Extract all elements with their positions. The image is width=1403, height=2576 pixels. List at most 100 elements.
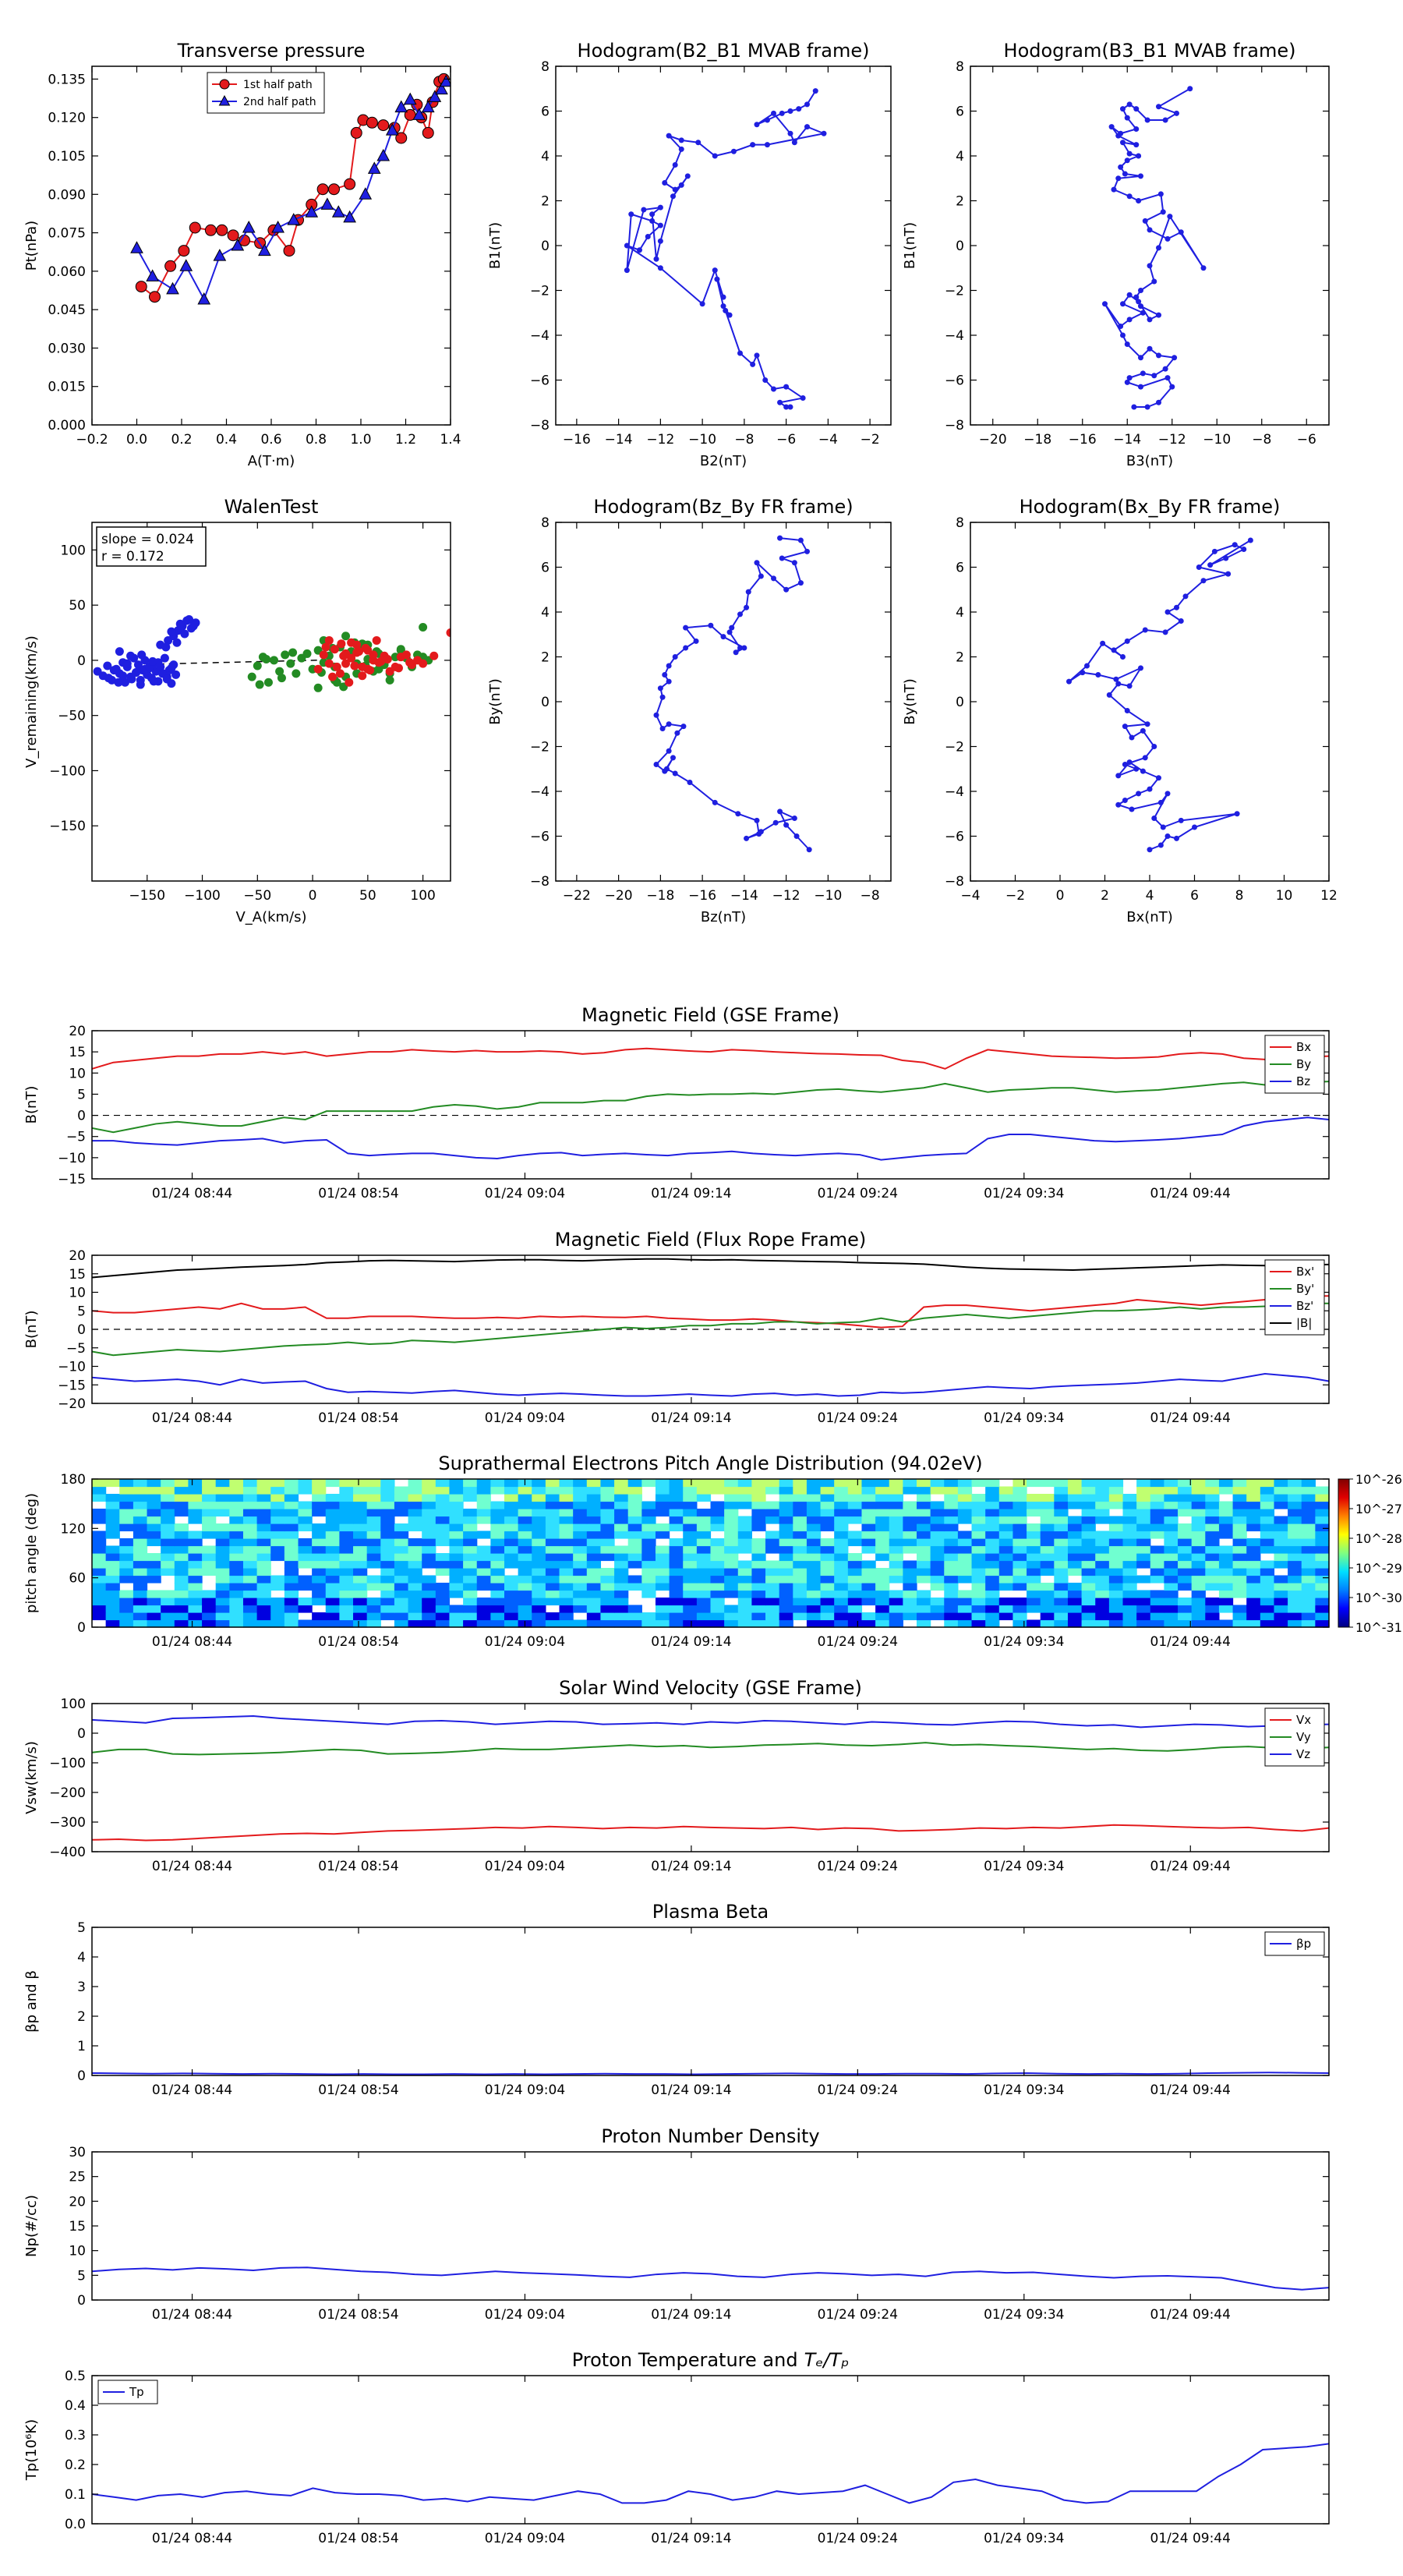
heatmap-cell	[820, 1538, 835, 1547]
heatmap-cell	[1095, 1538, 1110, 1547]
scatter-point-green	[270, 656, 279, 665]
heatmap-cell	[1288, 1538, 1302, 1547]
heatmap-cell	[806, 1509, 822, 1517]
heatmap-cell	[312, 1494, 327, 1502]
point-marker	[385, 123, 399, 136]
heatmap-cell	[861, 1619, 876, 1628]
scatter-point-red	[319, 650, 328, 660]
x-tick-label: 1.2	[395, 432, 416, 448]
heatmap-cell	[1246, 1523, 1261, 1532]
point-marker	[146, 269, 159, 281]
heatmap-cell	[737, 1479, 752, 1488]
heatmap-cell	[380, 1560, 395, 1569]
heatmap-cell	[366, 1545, 381, 1554]
heatmap-cell	[353, 1590, 368, 1598]
heatmap-cell	[779, 1545, 793, 1554]
panel-pt: Transverse pressurePt(nPa)A(T·m)0.0000.0…	[23, 40, 461, 469]
heatmap-cell	[1315, 1590, 1330, 1598]
heatmap-cell	[133, 1553, 148, 1562]
heatmap-cell	[215, 1598, 230, 1606]
heatmap-cell	[1191, 1568, 1206, 1576]
scatter-point-green	[419, 622, 428, 632]
heatmap-cell	[875, 1612, 890, 1621]
heatmap-cell	[408, 1612, 422, 1621]
scatter-point-blue	[167, 663, 176, 673]
heatmap-cell	[449, 1501, 464, 1509]
heatmap-cell	[573, 1523, 588, 1532]
point-marker	[779, 110, 785, 116]
point-marker	[1157, 191, 1164, 197]
point-marker	[1126, 150, 1133, 157]
heatmap-cell	[903, 1509, 917, 1517]
heatmap-cell	[834, 1479, 849, 1488]
scatter-point-red	[330, 645, 339, 654]
heatmap-cell	[944, 1605, 959, 1613]
heatmap-cell	[1205, 1583, 1220, 1591]
panel-mag_gse: Magnetic Field (GSE Frame)B(nT)−15−10−50…	[23, 1004, 1330, 1201]
heatmap-cell	[92, 1575, 107, 1583]
y-tick-label: 0	[541, 695, 550, 710]
heatmap-cell	[806, 1486, 822, 1495]
point-marker	[320, 197, 334, 210]
heatmap-cell	[655, 1583, 670, 1591]
heatmap-cell	[875, 1538, 890, 1547]
heatmap-cell	[985, 1545, 1000, 1554]
heatmap-cell	[930, 1598, 945, 1606]
x-tick-label: 1.0	[350, 432, 371, 448]
y-tick-label: −4	[530, 784, 550, 800]
y-tick-label: 0	[77, 1726, 86, 1742]
heatmap-cell	[724, 1590, 739, 1598]
heatmap-cell	[889, 1612, 903, 1621]
heatmap-cell	[957, 1530, 973, 1539]
heatmap-cell	[1164, 1598, 1179, 1606]
heatmap-cell	[724, 1612, 739, 1621]
heatmap-cell	[1191, 1523, 1206, 1532]
heatmap-cell	[394, 1598, 409, 1606]
heatmap-cell	[669, 1575, 684, 1583]
y-tick-label: −5	[66, 1130, 86, 1145]
heatmap-cell	[504, 1545, 519, 1554]
heatmap-cell	[696, 1598, 712, 1606]
heatmap-cell	[174, 1545, 189, 1554]
heatmap-cell	[1178, 1545, 1193, 1554]
scatter-point-green	[277, 674, 286, 683]
y-tick-label: 50	[69, 598, 86, 614]
heatmap-cell	[394, 1501, 409, 1509]
colorbar-bar	[1338, 1478, 1350, 1628]
heatmap-cell	[1081, 1501, 1096, 1509]
heatmap-cell	[229, 1516, 244, 1524]
y-tick-label: −2	[530, 740, 550, 755]
heatmap-cell	[105, 1560, 120, 1569]
heatmap-cell	[710, 1612, 725, 1621]
heatmap-cell	[270, 1583, 285, 1591]
heatmap-cell	[998, 1575, 1014, 1583]
heatmap-cell	[1012, 1612, 1027, 1621]
heatmap-cell	[793, 1530, 808, 1539]
heatmap-cell	[806, 1619, 822, 1628]
heatmap-cell	[1040, 1479, 1055, 1488]
heatmap-cell	[1164, 1486, 1179, 1495]
point-marker	[657, 685, 663, 692]
heatmap-cell	[476, 1516, 491, 1524]
heatmap-cell	[586, 1560, 602, 1569]
heatmap-cell	[820, 1612, 835, 1621]
heatmap-cell	[600, 1553, 615, 1562]
heatmap-cell	[270, 1575, 285, 1583]
point-marker	[1140, 370, 1146, 377]
heatmap-cell	[573, 1494, 588, 1502]
x-tick-label: −8	[1252, 432, 1271, 448]
plot-data	[92, 1258, 1329, 1397]
heatmap-cell	[971, 1509, 986, 1517]
heatmap-cell	[490, 1583, 505, 1591]
point-marker	[806, 847, 812, 853]
heatmap-cell	[1027, 1538, 1041, 1547]
heatmap-cell	[476, 1619, 491, 1628]
point-marker	[197, 292, 211, 305]
x-tick-label: 01/24 08:44	[152, 1410, 232, 1426]
heatmap-cell	[504, 1590, 519, 1598]
x-tick-label: 01/24 09:34	[984, 1186, 1064, 1201]
heatmap-cell	[325, 1605, 340, 1613]
y-tick-label: −15	[58, 1172, 86, 1187]
chart-title: Hodogram(Bx_By FR frame)	[1020, 496, 1281, 518]
heatmap-cell	[1288, 1590, 1302, 1598]
